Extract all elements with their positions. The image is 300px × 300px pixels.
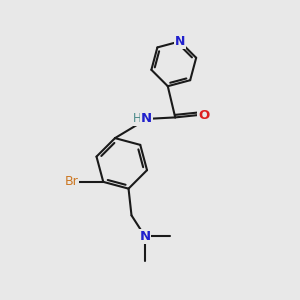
Text: Br: Br [64, 176, 78, 188]
Text: N: N [139, 230, 150, 243]
Text: N: N [175, 35, 185, 48]
Text: N: N [141, 112, 152, 125]
Text: H: H [133, 112, 142, 125]
Text: O: O [198, 109, 209, 122]
